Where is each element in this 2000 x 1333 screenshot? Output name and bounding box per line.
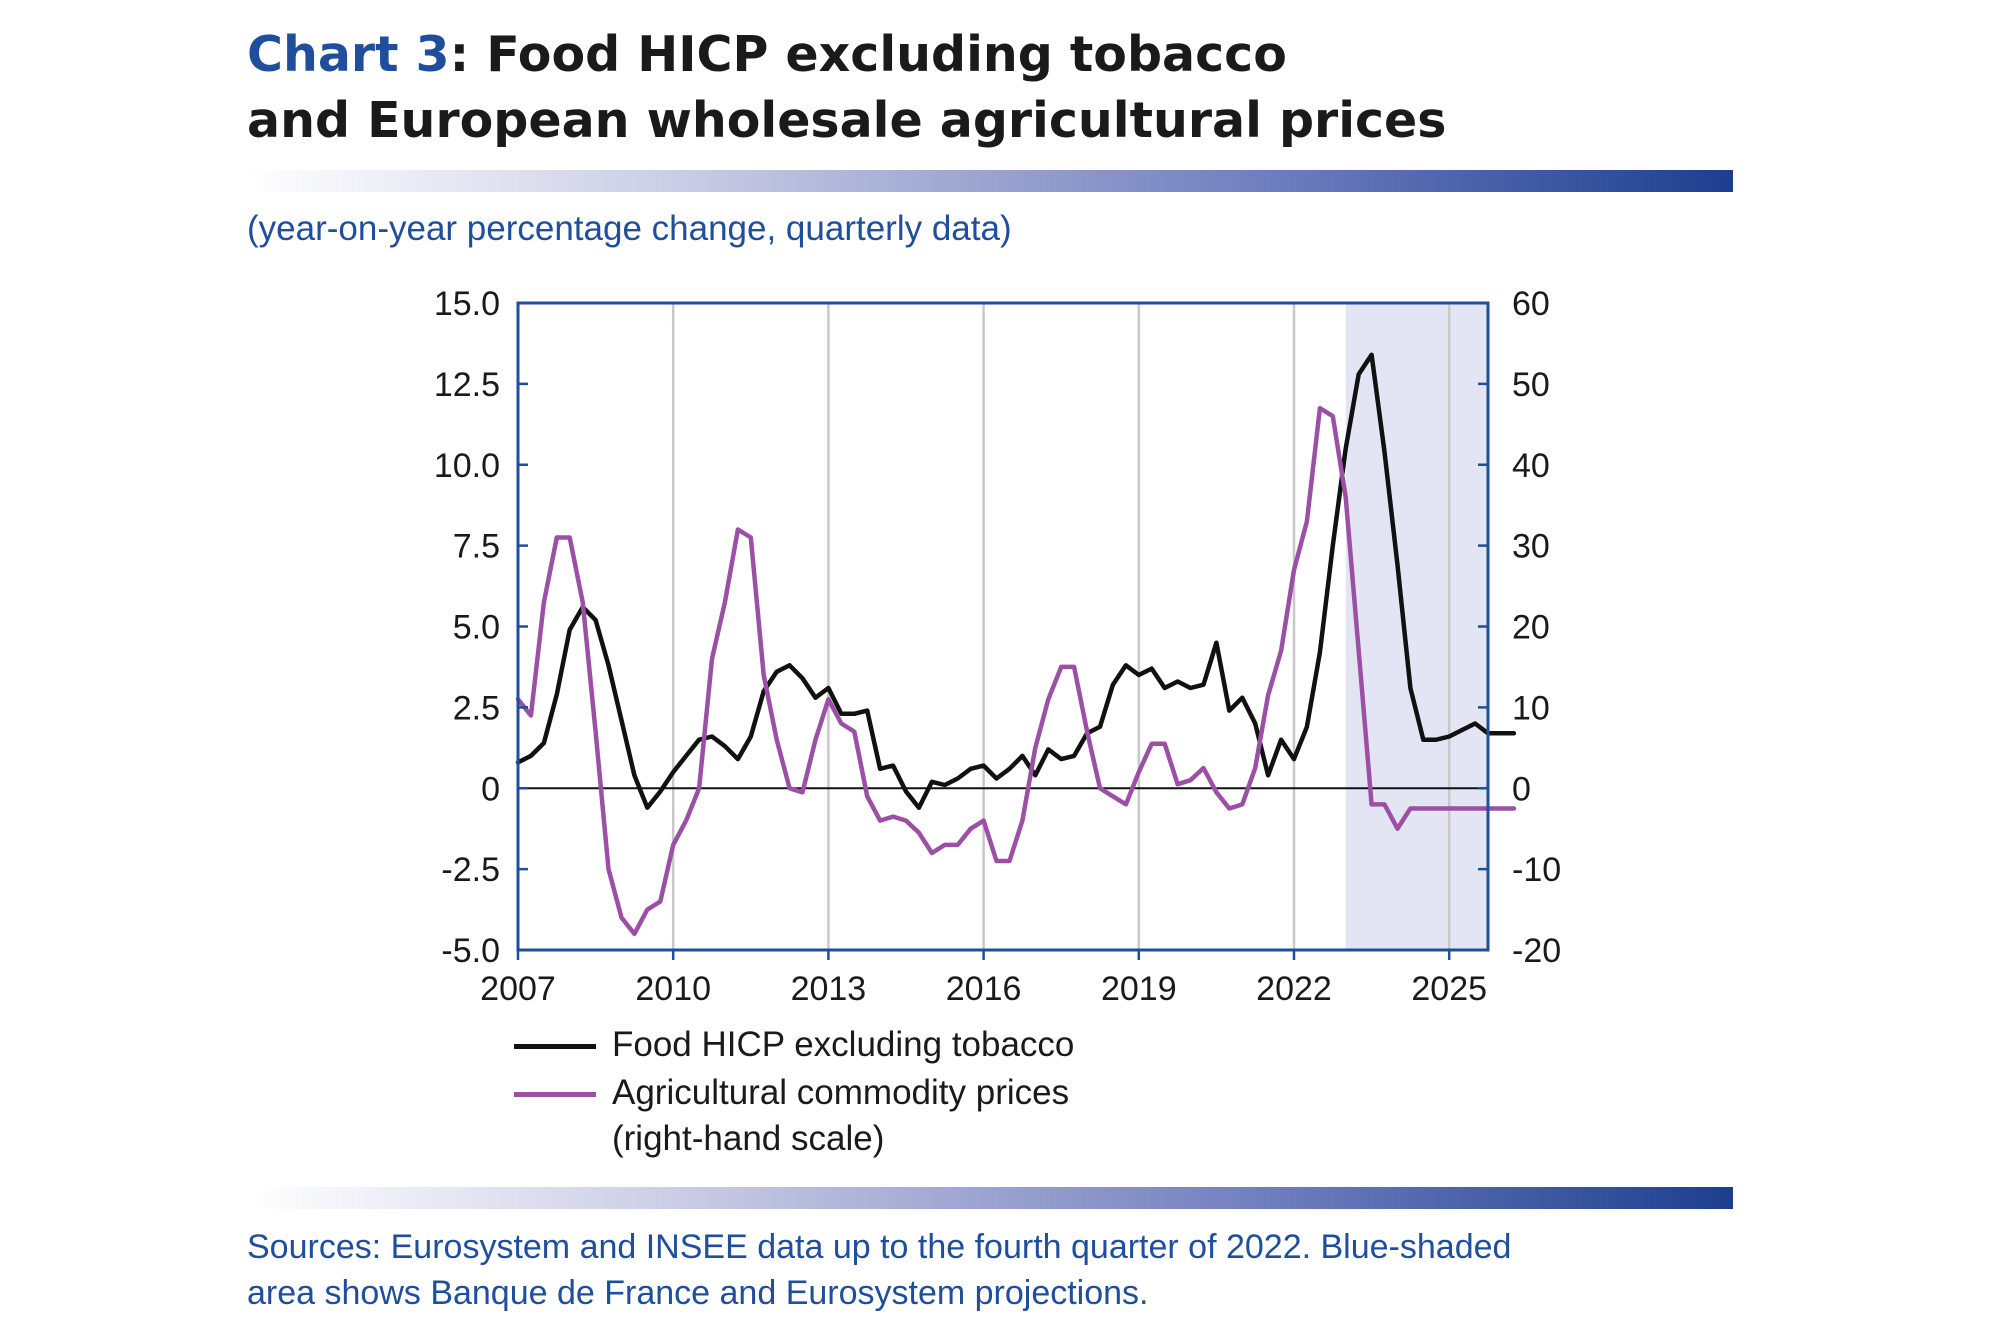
x-tick-label: 2022 <box>1256 970 1332 1008</box>
x-tick-label: 2010 <box>635 970 711 1008</box>
right-tick-label: 50 <box>1512 366 1550 404</box>
series-line-food-hicp <box>515 352 1517 810</box>
x-axis-ticks: 2007 2010 2013 2016 2019 2022 2025 <box>480 950 1487 1008</box>
right-tick-label: 60 <box>1512 285 1550 323</box>
x-tick-label: 2016 <box>946 970 1022 1008</box>
source-note-line-2: area shows Banque de France and Eurosyst… <box>247 1274 1149 1312</box>
left-tick-label: 15.0 <box>434 285 500 323</box>
left-tick-label: 10.0 <box>434 447 500 485</box>
header-gradient-rule <box>247 170 1733 192</box>
legend-label-agricultural-prices-line-1: Agricultural commodity prices <box>612 1073 1070 1112</box>
legend-swatch-agricultural-prices <box>514 1092 596 1097</box>
right-tick-label: 30 <box>1512 528 1550 566</box>
legend-swatch-food-hicp <box>514 1044 596 1049</box>
chart-title-rest: : Food HICP excluding tobacco <box>449 26 1287 83</box>
source-note: Sources: Eurosystem and INSEE data up to… <box>247 1224 1767 1316</box>
chart-subtitle: (year-on-year percentage change, quarter… <box>247 209 1012 248</box>
left-tick-label: 5.0 <box>453 609 500 647</box>
right-axis-ticks: 60 50 40 30 20 10 0 -10 -20 <box>1478 285 1561 970</box>
left-tick-label: 7.5 <box>453 528 500 566</box>
left-tick-label: -2.5 <box>441 851 500 889</box>
right-tick-label: -10 <box>1512 851 1561 889</box>
legend-label-agricultural-prices-line-2: (right-hand scale) <box>612 1119 885 1158</box>
vertical-gridlines <box>671 303 1451 950</box>
legend-label-food-hicp: Food HICP excluding tobacco <box>612 1025 1075 1064</box>
left-tick-label: 2.5 <box>453 689 500 727</box>
source-note-line-1: Sources: Eurosystem and INSEE data up to… <box>247 1228 1512 1266</box>
x-tick-label: 2025 <box>1411 970 1487 1008</box>
left-tick-label: -5.0 <box>441 932 500 970</box>
plot-frame <box>516 301 1490 952</box>
x-tick-label: 2019 <box>1101 970 1177 1008</box>
chart-title-line-1: Chart 3: Food HICP excluding tobacco <box>247 22 1747 88</box>
legend-label-agricultural-prices: Agricultural commodity prices (right-han… <box>612 1070 1069 1162</box>
series-line-agricultural-prices <box>515 405 1517 937</box>
right-tick-label: 0 <box>1512 770 1531 808</box>
chart-title: Chart 3: Food HICP excluding tobacco and… <box>247 22 1747 154</box>
projection-shaded-area <box>1345 303 1488 950</box>
right-tick-label: 40 <box>1512 447 1550 485</box>
x-tick-label: 2013 <box>791 970 867 1008</box>
right-tick-label: -20 <box>1512 932 1561 970</box>
right-tick-label: 10 <box>1512 689 1550 727</box>
chart-title-line-2: and European wholesale agricultural pric… <box>247 92 1447 149</box>
series-layer <box>515 352 1517 937</box>
chart-number: Chart 3 <box>247 26 450 83</box>
left-axis-ticks: 15.0 12.5 10.0 7.5 5.0 2.5 0 -2.5 -5.0 <box>434 285 528 970</box>
left-tick-label: 12.5 <box>434 366 500 404</box>
x-tick-label: 2007 <box>480 970 556 1008</box>
left-tick-label: 0 <box>481 770 500 808</box>
footer-gradient-rule <box>247 1187 1733 1209</box>
right-tick-label: 20 <box>1512 609 1550 647</box>
